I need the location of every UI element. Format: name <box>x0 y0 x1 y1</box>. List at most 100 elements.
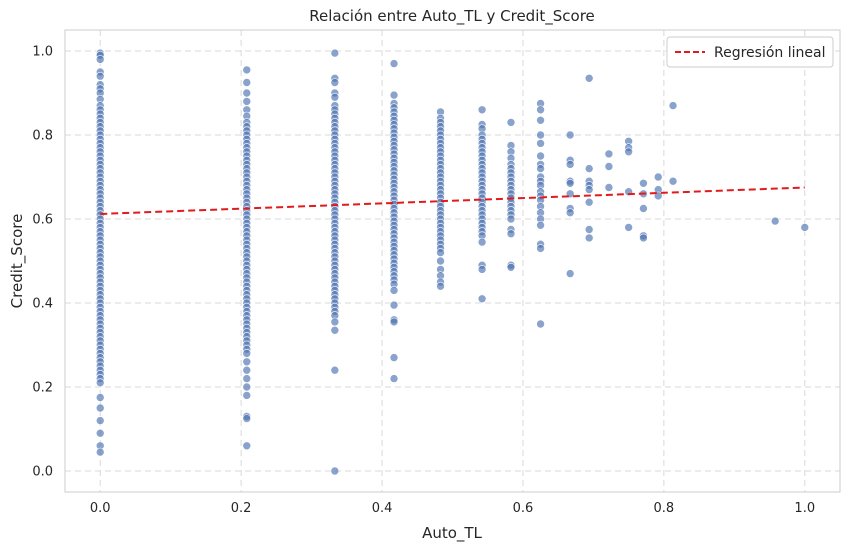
scatter-point <box>436 248 445 257</box>
scatter-point <box>477 105 487 115</box>
scatter-point <box>639 179 648 188</box>
scatter-point <box>477 237 487 247</box>
x-tick-label: 0.6 <box>513 501 534 516</box>
scatter-point <box>624 147 633 157</box>
y-tick-label: 0.6 <box>32 213 53 228</box>
scatter-point <box>536 116 545 125</box>
legend: Regresión lineal <box>666 36 834 68</box>
scatter-point <box>95 55 105 64</box>
scatter-point <box>584 225 594 234</box>
x-tick-label: 0.0 <box>90 501 111 516</box>
scatter-point <box>506 118 516 127</box>
scatter-point <box>653 172 663 182</box>
x-tick-labels: 0.0 0.2 0.4 0.6 0.8 1.0 <box>90 501 815 516</box>
scatter-point <box>565 160 575 169</box>
scatter-point <box>330 92 340 102</box>
scatter-point <box>536 164 545 173</box>
scatter-point <box>639 204 648 213</box>
y-tick-label: 1.0 <box>32 45 53 60</box>
scatter-point <box>436 281 445 291</box>
scatter-point <box>389 317 399 327</box>
x-tick-label: 0.4 <box>372 501 393 516</box>
scatter-point <box>95 378 105 388</box>
scatter-point <box>242 382 252 392</box>
y-tick-label: 0.4 <box>32 297 53 312</box>
scatter-point <box>536 130 545 140</box>
scatter-point <box>477 294 487 304</box>
scatter-point <box>242 349 252 358</box>
scatter-point <box>477 265 487 274</box>
scatter-point <box>770 216 780 226</box>
scatter-point <box>389 353 399 362</box>
scatter-point <box>565 208 575 217</box>
scatter-point <box>584 164 594 173</box>
scatter-point <box>565 179 575 188</box>
x-axis-label: Auto_TL <box>422 524 482 543</box>
x-tick-label: 0.8 <box>654 501 675 516</box>
scatter-point <box>800 223 810 232</box>
scatter-point <box>584 74 594 83</box>
x-tick-label: 0.2 <box>231 501 252 516</box>
legend-box <box>666 36 834 68</box>
scatter-point <box>584 185 594 194</box>
scatter-point <box>584 233 594 243</box>
scatter-point <box>389 374 399 383</box>
scatter-point <box>95 71 105 81</box>
scatter-point <box>604 149 614 159</box>
scatter-point <box>389 286 399 295</box>
regression-line <box>100 186 805 215</box>
x-tick-label: 1.0 <box>794 501 815 516</box>
y-tick-labels: 0.0 0.2 0.4 0.6 0.8 1.0 <box>32 45 53 480</box>
scatter-point <box>536 151 545 161</box>
scatter-point <box>536 319 545 329</box>
scatter-point <box>639 233 648 243</box>
scatter-point <box>506 262 516 272</box>
scatter-point <box>389 300 399 310</box>
scatter-point <box>506 229 516 238</box>
scatter-point <box>242 97 252 106</box>
y-tick-label: 0.8 <box>32 129 53 144</box>
chart-title: Relación entre Auto_TL y Credit_Score <box>309 7 595 26</box>
scatter-point <box>330 317 340 327</box>
scatter-point <box>506 214 516 224</box>
scatter-point <box>604 162 614 171</box>
scatter-point <box>242 78 252 87</box>
scatter-point <box>668 176 678 186</box>
scatter-point <box>95 447 105 457</box>
scatter-point <box>436 256 445 266</box>
scatter-point <box>389 59 399 68</box>
scatter-point <box>242 414 252 423</box>
scatter-point <box>565 130 575 140</box>
scatter-point <box>536 221 545 230</box>
scatter-point <box>330 78 340 87</box>
plot-frame <box>64 29 841 493</box>
scatter-point <box>330 365 340 375</box>
scatter-point <box>242 391 252 400</box>
scatter-point <box>95 393 105 402</box>
scatter-point <box>565 269 575 278</box>
regression-line-group <box>100 186 805 215</box>
scatter-point <box>242 441 252 451</box>
scatter-point <box>389 90 399 100</box>
scatter-point <box>624 223 633 232</box>
y-tick-label: 0.0 <box>32 465 53 480</box>
y-axis-label: Credit_Score <box>8 214 27 309</box>
legend-regression-label: Regresión lineal <box>714 45 825 61</box>
scatter-points <box>95 48 810 476</box>
scatter-point <box>536 139 545 148</box>
scatter-point <box>330 466 340 476</box>
scatter-point <box>95 428 105 438</box>
y-tick-label: 0.2 <box>32 381 53 396</box>
scatter-point <box>95 416 105 425</box>
scatter-point <box>330 325 340 335</box>
scatter-point <box>536 105 545 115</box>
scatter-point <box>242 374 252 383</box>
scatter-point <box>242 65 252 75</box>
scatter-point <box>242 365 252 375</box>
scatter-point <box>242 88 252 98</box>
scatter-point <box>584 197 594 207</box>
scatter-point <box>242 357 252 367</box>
scatter-point <box>95 403 105 413</box>
